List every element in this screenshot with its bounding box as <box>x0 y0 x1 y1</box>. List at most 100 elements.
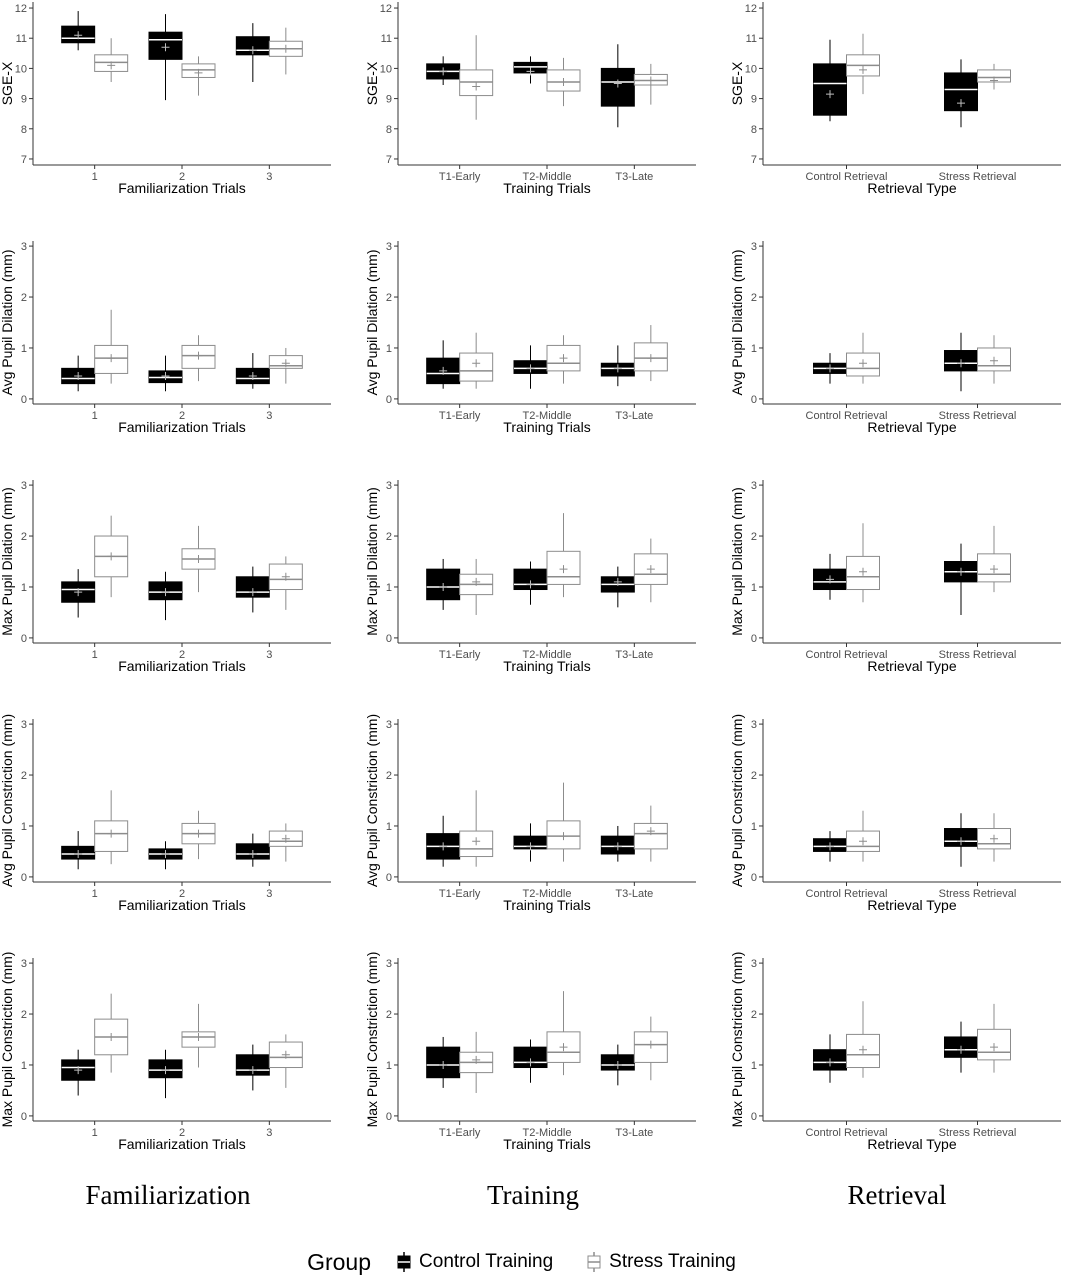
mean-marker-control-training-3 <box>248 588 257 597</box>
y-tick-label: 3 <box>21 719 27 731</box>
y-tick-label: 1 <box>751 582 757 594</box>
x-tick-label: Control Retrieval <box>806 888 888 900</box>
mean-marker-stress-training-stress-retrieval <box>990 76 998 85</box>
mean-marker-control-training-t1-early <box>439 582 448 591</box>
y-axis-label: Avg Pupil Dilation (mm) <box>729 249 745 395</box>
box-plot-panel-max-pupil-dilation-mm-retrieval-type: 0 1 2 3 Max Pupil Dilation (mm) Control Retri… <box>729 480 1061 674</box>
box-plot-panel-avg-pupil-constriction-mm-retrieval-type: 0 1 2 3 Avg Pupil Constriction (mm) Control R… <box>729 714 1061 913</box>
mean-marker-control-training-control-retrieval <box>826 575 834 584</box>
x-tick-label: Control Retrieval <box>806 171 888 183</box>
mean-marker-stress-training-2 <box>194 1032 203 1041</box>
y-tick-label: 2 <box>21 1009 27 1021</box>
y-tick-label: 0 <box>21 1111 27 1123</box>
mean-marker-stress-training-t3-late <box>646 1040 655 1049</box>
x-axis-label: Retrieval Type <box>867 419 956 435</box>
y-tick-label: 0 <box>751 872 757 884</box>
mean-marker-control-training-t1-early <box>439 67 448 76</box>
x-axis-label: Training Trials <box>503 897 590 913</box>
x-tick-label: 2 <box>179 1127 185 1139</box>
mean-marker-control-training-control-retrieval <box>826 1058 834 1067</box>
mean-marker-stress-training-stress-retrieval <box>990 1043 998 1052</box>
y-axis-label: Max Pupil Constriction (mm) <box>0 952 15 1128</box>
y-tick-label: 7 <box>21 154 27 166</box>
mean-marker-stress-training-t2-middle <box>559 565 568 574</box>
x-tick-label: 3 <box>266 1127 272 1139</box>
y-tick-label: 3 <box>751 958 757 970</box>
section-title-retrieval: Retrieval <box>847 1180 947 1210</box>
mean-marker-stress-training-1 <box>107 552 116 561</box>
x-tick-label: Stress Retrieval <box>939 888 1017 900</box>
y-tick-label: 7 <box>751 154 757 166</box>
y-axis-label: Avg Pupil Constriction (mm) <box>364 714 380 887</box>
y-tick-label: 1 <box>751 343 757 355</box>
mean-marker-control-training-stress-retrieval <box>957 99 965 108</box>
y-tick-label: 3 <box>386 241 392 253</box>
box-plot-panel-max-pupil-dilation-mm-familiarization-trials: 0 1 2 3 Max Pupil Dilation (mm) 1 2 3 Familiariz… <box>0 480 331 674</box>
y-tick-label: 10 <box>380 63 392 75</box>
mean-marker-control-training-2 <box>161 1066 170 1075</box>
mean-marker-control-training-t2-middle <box>526 580 535 589</box>
y-tick-label: 0 <box>386 633 392 645</box>
box-control-training-control-retrieval <box>813 63 847 116</box>
mean-marker-stress-training-t3-late <box>646 76 655 85</box>
mean-marker-stress-training-3 <box>281 572 290 581</box>
y-axis-label: Max Pupil Constriction (mm) <box>729 952 745 1128</box>
x-tick-label: T2-Middle <box>523 410 572 422</box>
x-axis-label: Training Trials <box>503 419 590 435</box>
mean-marker-control-training-t1-early <box>439 842 448 851</box>
mean-marker-control-training-t2-middle <box>526 842 535 851</box>
mean-marker-control-training-2 <box>161 371 170 380</box>
y-tick-label: 8 <box>751 124 757 136</box>
x-tick-label: 3 <box>266 649 272 661</box>
mean-marker-control-training-1 <box>74 371 83 380</box>
y-tick-label: 9 <box>386 94 392 106</box>
legend: Group Control Training Stress Training <box>0 1244 1065 1280</box>
y-axis-label: Avg Pupil Constriction (mm) <box>0 714 15 887</box>
mean-marker-control-training-1 <box>74 588 83 597</box>
box-plot-panel-avg-pupil-constriction-mm-training-trials: 0 1 2 3 Avg Pupil Constriction (mm) T1-Early T… <box>364 714 696 913</box>
x-tick-label: Control Retrieval <box>806 649 888 661</box>
mean-marker-stress-training-t1-early <box>472 1055 481 1064</box>
box-plot-panel-avg-pupil-dilation-mm-training-trials: 0 1 2 3 Avg Pupil Dilation (mm) T1-Early T2-Mi… <box>364 241 696 435</box>
y-axis-label: Max Pupil Dilation (mm) <box>0 487 15 636</box>
x-axis-label: Familiarization Trials <box>118 419 246 435</box>
y-tick-label: 2 <box>21 292 27 304</box>
y-tick-label: 0 <box>386 394 392 406</box>
x-tick-label: T1-Early <box>439 649 481 661</box>
y-tick-label: 3 <box>386 719 392 731</box>
x-tick-label: 3 <box>266 888 272 900</box>
mean-marker-control-training-control-retrieval <box>826 842 834 851</box>
y-tick-label: 12 <box>380 3 392 15</box>
x-tick-label: T1-Early <box>439 171 481 183</box>
y-tick-label: 0 <box>21 394 27 406</box>
mean-marker-control-training-2 <box>161 43 170 52</box>
mean-marker-stress-training-t2-middle <box>559 1043 568 1052</box>
mean-marker-stress-training-control-retrieval <box>859 1045 867 1054</box>
x-tick-label: 3 <box>266 171 272 183</box>
y-tick-label: 3 <box>21 480 27 492</box>
mean-marker-control-training-3 <box>248 1066 257 1075</box>
y-axis-label: SGE-X <box>364 61 380 105</box>
x-tick-label: T2-Middle <box>523 649 572 661</box>
mean-marker-control-training-t2-middle <box>526 1058 535 1067</box>
y-axis-label: Max Pupil Dilation (mm) <box>729 487 745 636</box>
mean-marker-stress-training-stress-retrieval <box>990 834 998 843</box>
y-tick-label: 0 <box>21 872 27 884</box>
legend-key-stress-training <box>587 1252 601 1272</box>
mean-marker-stress-training-stress-retrieval <box>990 565 998 574</box>
y-tick-label: 3 <box>21 241 27 253</box>
mean-marker-control-training-stress-retrieval <box>957 1045 965 1054</box>
y-tick-label: 11 <box>381 33 392 45</box>
x-axis-label: Familiarization Trials <box>118 1136 246 1152</box>
mean-marker-stress-training-3 <box>281 834 290 843</box>
y-tick-label: 8 <box>386 124 392 136</box>
legend-title: Group <box>307 1248 372 1275</box>
y-tick-label: 2 <box>751 1009 757 1021</box>
mean-marker-stress-training-t2-middle <box>559 77 568 86</box>
y-tick-label: 1 <box>386 343 392 355</box>
y-tick-label: 0 <box>751 394 757 406</box>
legend-label-stress-training: Stress Training <box>609 1251 736 1272</box>
box-plot-panel-max-pupil-constriction-mm-retrieval-type: 0 1 2 3 Max Pupil Constriction (mm) Control R… <box>729 952 1061 1152</box>
mean-marker-control-training-t3-late <box>613 1060 622 1069</box>
y-tick-label: 3 <box>386 480 392 492</box>
